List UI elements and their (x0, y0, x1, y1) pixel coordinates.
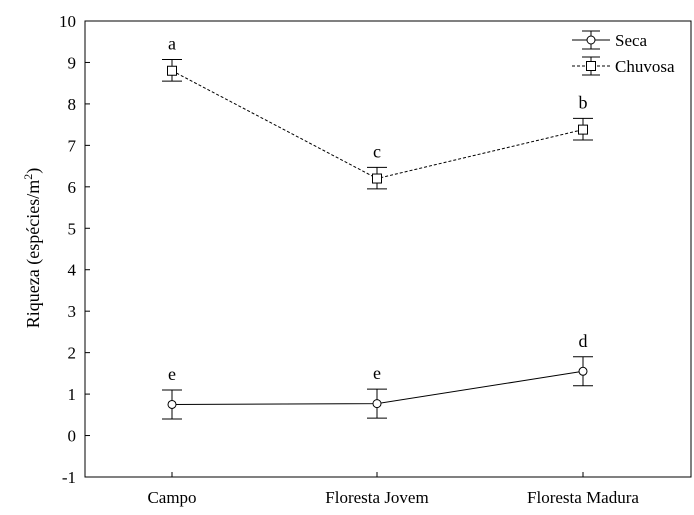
legend-label: Chuvosa (615, 57, 675, 76)
y-tick-label: -1 (62, 468, 76, 487)
x-tick-label: Campo (147, 488, 196, 507)
x-tick-label: Floresta Jovem (325, 488, 428, 507)
series-line (171, 70, 584, 180)
y-tick-label: 10 (59, 12, 76, 31)
y-tick-label: 3 (68, 302, 77, 321)
y-axis: -1 0 1 2 3 4 5 6 7 8 9 10 (59, 12, 90, 487)
x-tick-label: Floresta Madura (527, 488, 639, 507)
data-point (372, 173, 382, 184)
legend: Seca Chuvosa (572, 30, 675, 76)
data-point (167, 65, 177, 76)
y-tick-label: 8 (68, 95, 77, 114)
y-tick-label: 7 (68, 136, 77, 155)
y-tick-label: 1 (68, 385, 77, 404)
significance-letter: e (168, 364, 176, 384)
y-tick-label: 5 (68, 219, 77, 238)
significance-letter: e (373, 363, 381, 383)
series-chuvosa: a c b (162, 34, 593, 190)
plot-frame (84, 20, 692, 478)
y-tick-label: 4 (68, 261, 77, 280)
significance-letter: a (168, 34, 176, 54)
significance-letter: b (579, 92, 588, 112)
legend-label: Seca (615, 31, 648, 50)
series-seca: e e d (162, 331, 593, 420)
y-tick-label: 9 (68, 53, 77, 72)
plot-area-border (84, 20, 692, 478)
legend-marker (586, 35, 596, 45)
series-layer: e e d a c b (162, 34, 593, 420)
data-point (578, 366, 588, 376)
y-axis-label: Riqueza (espécies/m2) (21, 168, 44, 328)
data-point (578, 124, 588, 135)
y-tick-label: 6 (68, 178, 77, 197)
significance-letter: d (579, 331, 588, 351)
x-axis: Campo Floresta Jovem Floresta Madura (147, 472, 639, 507)
y-tick-label: 2 (68, 344, 77, 363)
legend-item-chuvosa: Chuvosa (572, 56, 675, 76)
y-tick-label: 0 (68, 427, 77, 446)
data-point (167, 399, 177, 409)
legend-marker (586, 61, 596, 71)
significance-letter: c (373, 141, 381, 161)
legend-item-seca: Seca (572, 30, 648, 50)
data-point (372, 399, 382, 409)
